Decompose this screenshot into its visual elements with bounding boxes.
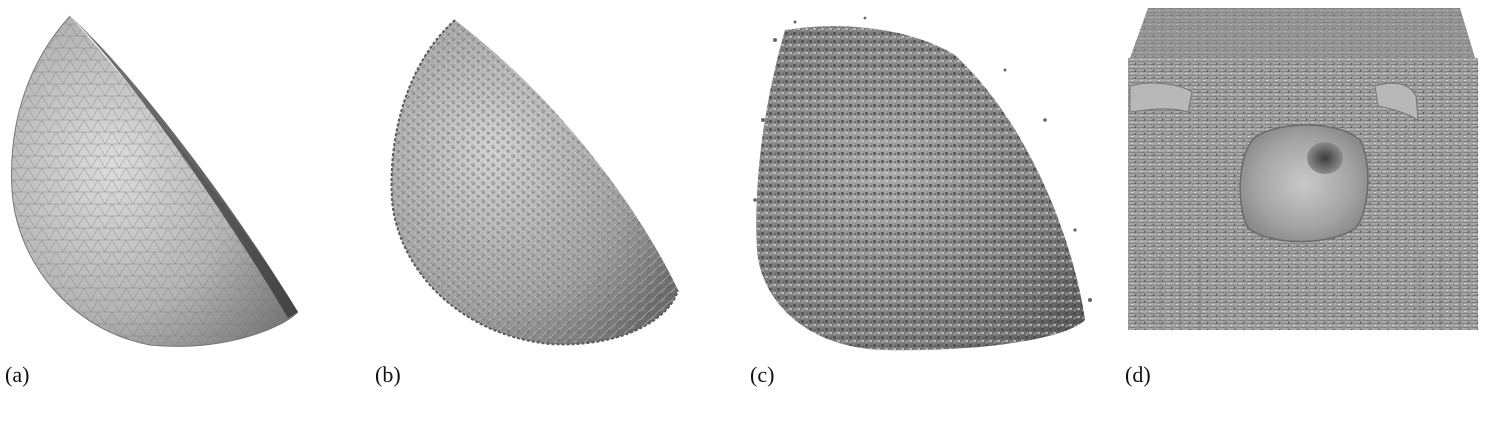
caption-a: (a) [5,362,29,388]
panel-c: (c) [745,0,1120,425]
caption-c: (c) [750,362,774,388]
volume-rendering-cube-image [1120,0,1495,360]
noisy-mesh-hemisphere-image [370,0,745,360]
smooth-mesh-hemisphere-image [0,0,370,360]
fragmented-noisy-hemisphere-image [745,0,1120,360]
caption-b: (b) [375,362,401,388]
caption-d: (d) [1125,362,1151,388]
panel-b: (b) [370,0,745,425]
panel-d: (d) [1120,0,1495,425]
panel-a: (a) [0,0,370,425]
